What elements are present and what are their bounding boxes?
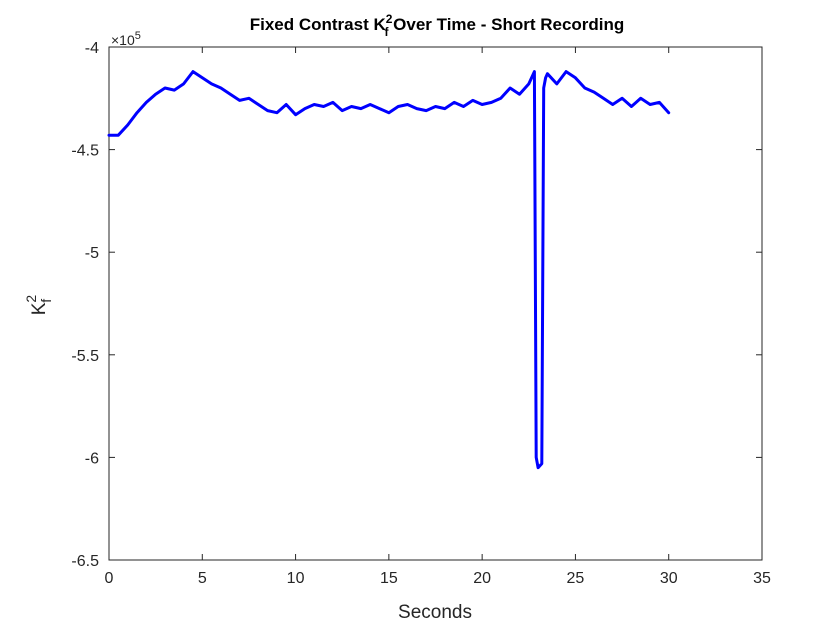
x-tick-label: 10 (287, 570, 305, 587)
x-tick-label: 30 (660, 570, 678, 587)
x-tick-label: 25 (567, 570, 585, 587)
axes-box (108, 46, 763, 561)
y-tick-label: -5.5 (71, 348, 99, 365)
y-tick-label: -5 (85, 245, 99, 262)
y-tick-label: -4 (85, 40, 99, 57)
y-multiplier: ×105 (111, 30, 141, 48)
chart-title: Fixed Contrast K2 f Over Time - Short Rec… (250, 12, 625, 39)
y-axis-label-group: K2f (23, 295, 54, 316)
x-tick-label: 35 (753, 570, 771, 587)
x-tick-label: 15 (380, 570, 398, 587)
y-axis-label: K2f (23, 295, 54, 316)
plot-area: 0 5 10 15 20 25 30 35 -6.5 -6 -5.5 -5 -4.5 -4 (71, 40, 771, 587)
y-tick-label: -4.5 (71, 143, 99, 160)
x-tick-label: 0 (105, 570, 114, 587)
y-tick-label: -6 (85, 450, 99, 467)
x-tick-label: 5 (198, 570, 207, 587)
x-tick-label: 20 (473, 570, 491, 587)
x-axis-ticks: 0 5 10 15 20 25 30 35 (105, 47, 771, 587)
y-axis-ticks: -6.5 -6 -5.5 -5 -4.5 -4 (71, 40, 762, 570)
series-line (107, 70, 671, 470)
x-axis-label: Seconds (398, 602, 472, 623)
y-tick-label: -6.5 (71, 553, 99, 570)
